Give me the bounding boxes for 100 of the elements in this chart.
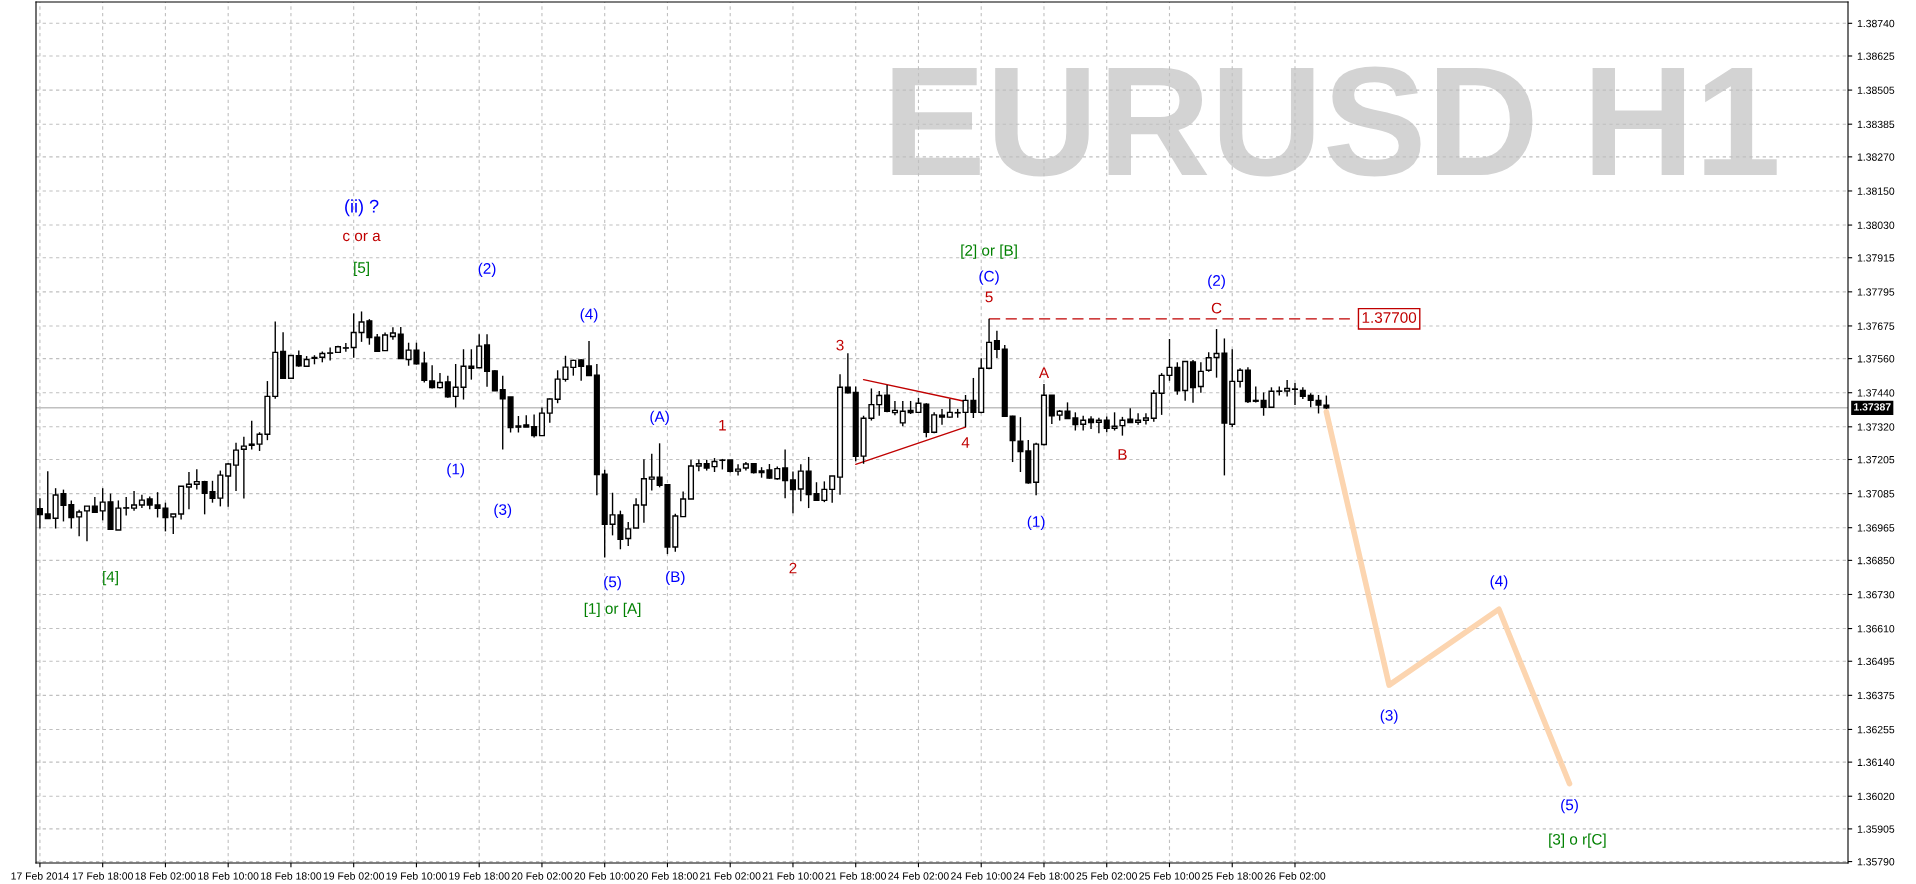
candlestick xyxy=(578,358,585,382)
x-tick-label: 20 Feb 02:00 xyxy=(511,872,573,880)
x-tick-label: 20 Feb 10:00 xyxy=(574,872,635,880)
y-tick-label: 1.38150 xyxy=(1857,187,1895,195)
x-tick-label: 25 Feb 02:00 xyxy=(1076,872,1138,880)
x-tick-label: 18 Feb 02:00 xyxy=(135,872,196,880)
annotation: 1.37700 xyxy=(1362,312,1417,323)
annotation: C xyxy=(1211,302,1222,314)
candlestick xyxy=(421,351,428,384)
candlestick xyxy=(1197,361,1204,394)
annotation: (5) xyxy=(604,576,621,591)
annotation: 5 xyxy=(985,291,993,303)
candlestick xyxy=(938,408,946,426)
candlestick xyxy=(342,342,349,353)
x-tick-label: 26 Feb 02:00 xyxy=(1264,872,1326,880)
candlestick xyxy=(884,384,891,414)
y-tick-label: 1.35790 xyxy=(1857,858,1895,866)
candlestick xyxy=(695,458,702,472)
candlestick xyxy=(491,369,498,392)
x-tick-label: 18 Feb 18:00 xyxy=(261,872,322,880)
y-tick-label: 1.36375 xyxy=(1857,691,1895,700)
y-tick-label: 1.36610 xyxy=(1857,625,1895,633)
candlestick xyxy=(240,436,247,500)
y-tick-label: 1.37795 xyxy=(1857,288,1895,296)
annotation: (1) xyxy=(447,463,465,478)
candlestick xyxy=(844,352,851,395)
candlestick xyxy=(131,490,138,512)
candlestick xyxy=(891,400,898,416)
candlestick xyxy=(287,354,294,379)
annotation: [5] xyxy=(354,261,369,277)
candlestick xyxy=(1237,367,1244,389)
candlestick xyxy=(531,413,538,439)
x-tick-label: 17 Feb 2014 xyxy=(11,872,69,880)
candlestick xyxy=(248,420,255,451)
y-tick-label: 1.36140 xyxy=(1857,758,1895,766)
x-tick-label: 25 Feb 10:00 xyxy=(1139,872,1200,880)
candlestick xyxy=(170,513,177,535)
candlestick xyxy=(76,509,83,537)
candlestick xyxy=(633,497,640,529)
candlestick xyxy=(185,471,193,510)
x-tick-label: 24 Feb 10:00 xyxy=(951,872,1012,880)
annotation: (4) xyxy=(580,308,598,323)
candlestick xyxy=(1048,394,1055,425)
y-tick-label: 1.38030 xyxy=(1857,221,1895,229)
y-tick-label: 1.38505 xyxy=(1857,86,1895,94)
candlestick xyxy=(648,453,655,492)
annotation: 2 xyxy=(789,562,797,574)
candlestick xyxy=(735,463,742,477)
candlestick xyxy=(625,521,632,547)
candlestick xyxy=(1284,379,1291,398)
candlestick xyxy=(389,326,396,341)
annotation: [4] xyxy=(103,570,118,586)
y-tick-label: 1.38740 xyxy=(1857,19,1895,28)
candlestick xyxy=(193,468,200,491)
candlestick xyxy=(1135,412,1142,426)
candlestick xyxy=(1142,412,1149,426)
annotation: (ii) ? xyxy=(345,199,379,217)
annotation: (5) xyxy=(1561,799,1578,814)
candlestick xyxy=(225,462,232,508)
candlestick xyxy=(946,398,953,419)
x-tick-label: 19 Feb 02:00 xyxy=(323,872,384,880)
y-tick-label: 1.38385 xyxy=(1857,120,1895,129)
candlestick xyxy=(44,470,51,520)
annotation: 3 xyxy=(836,339,844,351)
annotation: (A) xyxy=(650,410,669,425)
x-tick-label: 20 Feb 18:00 xyxy=(637,872,698,880)
annotation: 4 xyxy=(961,437,970,448)
candlestick xyxy=(83,505,91,543)
candlestick xyxy=(327,346,334,362)
annotation: c or a xyxy=(343,232,381,242)
x-tick-label: 21 Feb 10:00 xyxy=(762,872,824,880)
y-tick-label: 1.36850 xyxy=(1857,556,1895,565)
x-tick-label: 17 Feb 18:00 xyxy=(72,872,133,880)
annotation: (3) xyxy=(1380,709,1398,724)
annotation: [3] o r[C] xyxy=(1549,833,1606,848)
y-tick-label: 1.36255 xyxy=(1857,725,1895,734)
candlestick xyxy=(899,400,906,427)
x-tick-label: 24 Feb 02:00 xyxy=(888,872,949,880)
candlestick xyxy=(782,448,789,499)
x-tick-label: 25 Feb 18:00 xyxy=(1202,872,1263,880)
candlestick xyxy=(876,390,883,417)
candlestick xyxy=(546,397,553,424)
candlestick xyxy=(499,374,506,451)
annotation: (1) xyxy=(1027,515,1045,531)
y-tick-label: 1.37085 xyxy=(1857,490,1895,498)
candlestick xyxy=(1291,382,1299,406)
ref-line-label: 1.37387 xyxy=(1854,403,1891,411)
candlestick xyxy=(585,340,593,377)
y-tick-label: 1.37205 xyxy=(1857,456,1895,464)
y-tick-label: 1.36495 xyxy=(1857,657,1895,666)
y-tick-label: 1.36965 xyxy=(1857,524,1895,532)
y-tick-label: 1.38270 xyxy=(1857,153,1895,161)
y-tick-label: 1.36020 xyxy=(1857,792,1895,801)
y-tick-label: 1.37675 xyxy=(1857,322,1895,330)
annotation: [2] or [B] xyxy=(961,244,1017,259)
candlestick xyxy=(680,490,687,518)
candlestick xyxy=(1017,416,1024,473)
candlestick xyxy=(1119,416,1126,437)
candlestick xyxy=(1095,417,1102,435)
annotation: [1] or [A] xyxy=(584,602,641,617)
